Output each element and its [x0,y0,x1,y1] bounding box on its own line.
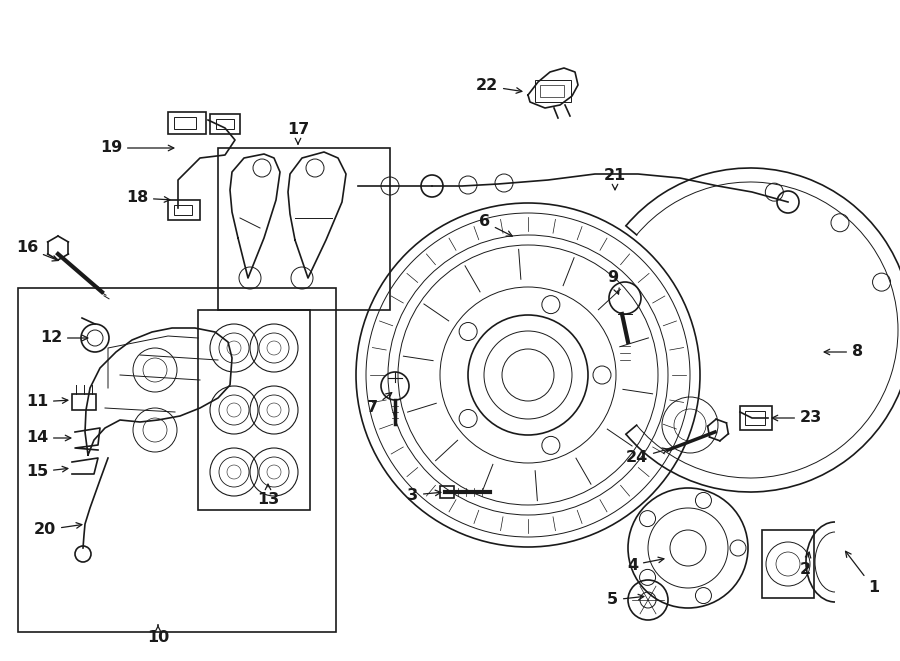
Text: 7: 7 [367,393,392,416]
Bar [18,288,336,632]
Text: 24: 24 [626,448,668,465]
Text: 14: 14 [26,430,71,446]
Text: 4: 4 [627,557,664,572]
Text: 16: 16 [16,241,58,261]
Text: 12: 12 [40,330,88,346]
Text: 22: 22 [476,79,522,93]
Bar [216,119,234,129]
Bar [762,530,814,598]
Bar [168,112,206,134]
Bar [540,85,564,97]
Text: 1: 1 [845,551,879,596]
Bar [72,394,96,410]
Bar [440,486,454,498]
Text: 21: 21 [604,167,626,190]
Text: 18: 18 [126,190,170,206]
Text: 11: 11 [26,395,68,410]
Text: 23: 23 [772,410,823,426]
Bar [535,80,571,102]
Bar [745,411,765,425]
Bar [740,406,772,430]
Text: 15: 15 [26,465,68,479]
Bar [198,310,310,510]
Text: 5: 5 [607,592,644,607]
Text: 8: 8 [824,344,863,360]
Text: 13: 13 [256,484,279,508]
Bar [174,117,196,129]
Text: 9: 9 [607,270,619,294]
Bar [218,148,390,310]
Bar [210,114,240,134]
Text: 19: 19 [100,141,174,155]
Text: 2: 2 [800,552,811,578]
Bar [174,205,192,215]
Text: 3: 3 [407,488,441,502]
Text: 6: 6 [479,215,512,236]
Text: 20: 20 [34,522,82,537]
Text: 17: 17 [287,122,309,144]
Text: 10: 10 [147,625,169,646]
Bar [168,200,200,220]
